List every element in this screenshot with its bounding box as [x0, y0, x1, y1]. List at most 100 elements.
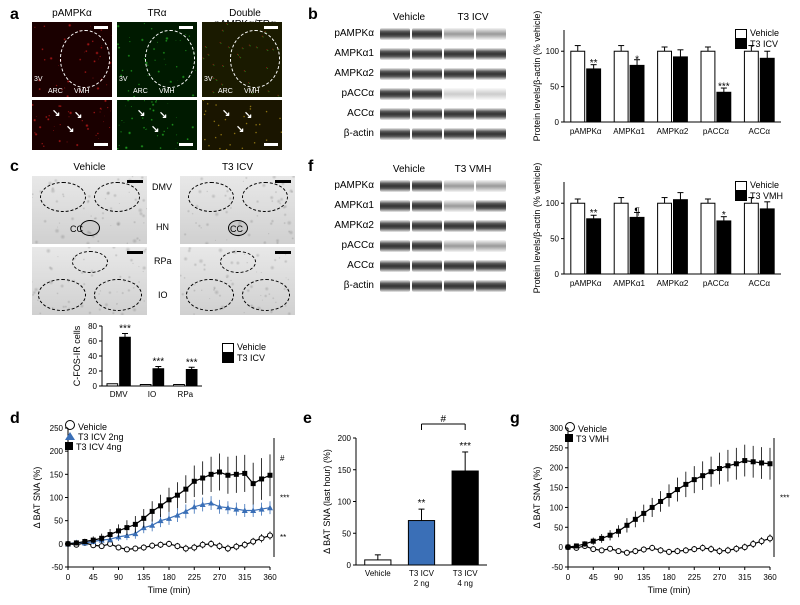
svg-text:AMPKα2: AMPKα2	[657, 127, 689, 136]
svg-text:80: 80	[88, 322, 97, 331]
svg-text:0: 0	[566, 573, 571, 582]
svg-text:0: 0	[559, 543, 564, 552]
bar-chart-E: 050100150200Δ BAT SNA (last hour) (%)Veh…	[320, 420, 495, 595]
blot-band	[380, 280, 410, 292]
legend-C: Vehicle T3 ICV	[222, 342, 266, 363]
svg-text:***: ***	[780, 494, 789, 503]
blot-band	[380, 108, 410, 120]
svg-text:315: 315	[738, 573, 752, 582]
blot-band	[412, 180, 442, 192]
svg-text:180: 180	[162, 573, 176, 582]
svg-text:60: 60	[88, 337, 97, 346]
blot-band	[476, 88, 506, 100]
svg-text:225: 225	[188, 573, 202, 582]
region-outline	[94, 279, 142, 311]
panelF-treatment-2: T3 VMH	[442, 164, 504, 175]
legend-label: Vehicle	[750, 28, 779, 38]
svg-text:**: **	[418, 498, 426, 509]
blot-band	[380, 128, 410, 140]
panel-label-f: f	[308, 158, 313, 176]
marker-square	[65, 442, 73, 450]
blot-band	[380, 240, 410, 252]
blot-band	[380, 68, 410, 80]
svg-text:150: 150	[550, 484, 564, 493]
blot-band	[412, 220, 442, 232]
panelB-treatment-2: T3 ICV	[442, 12, 504, 23]
c-micrograph-4	[180, 247, 295, 315]
svg-text:***: ***	[186, 357, 198, 368]
legend-D: Vehicle T3 ICV 2ng T3 ICV 4ng	[65, 420, 124, 452]
svg-text:pAMPKα: pAMPKα	[570, 279, 602, 288]
panel-label-e: e	[303, 410, 312, 428]
blot-band	[444, 260, 474, 272]
blot-row	[380, 108, 508, 120]
svg-text:C-FOS-IR cells: C-FOS-IR cells	[72, 325, 82, 386]
panel-label-d: d	[10, 410, 20, 428]
label-CC: CC	[230, 224, 243, 234]
label-VMH: VMH	[74, 88, 90, 95]
blot-band	[444, 108, 474, 120]
c-micrograph-1: CC	[32, 176, 147, 244]
scale-bar	[275, 251, 291, 254]
label-CC: CC	[70, 224, 83, 234]
svg-text:45: 45	[589, 573, 598, 582]
blot-band	[380, 88, 410, 100]
micrograph-pAMPKa-zoom: ↘ ↘ ↘	[32, 100, 112, 150]
svg-text:315: 315	[238, 573, 252, 582]
svg-text:100: 100	[550, 503, 564, 512]
micrograph-double: 3V ARC VMH	[202, 22, 282, 97]
svg-text:90: 90	[114, 573, 123, 582]
blot-band	[476, 280, 506, 292]
svg-text:250: 250	[550, 444, 564, 453]
svg-text:2 ng: 2 ng	[414, 579, 430, 588]
svg-text:360: 360	[763, 573, 777, 582]
legend-item: T3 VMH	[565, 434, 609, 444]
scale-bar	[94, 26, 108, 29]
legend-label: Vehicle	[750, 180, 779, 190]
micrograph-TRa-zoom: ↘ ↘ ↘	[117, 100, 197, 150]
legend-label: T3 ICV 2ng	[78, 432, 124, 442]
marker-open-circle	[565, 422, 575, 432]
label-ARC: ARC	[133, 88, 148, 95]
svg-text:***: ***	[459, 441, 471, 452]
scale-bar	[179, 143, 193, 146]
panel-label-g: g	[510, 410, 520, 428]
svg-text:**: **	[280, 533, 286, 542]
arrow-icon: ↘	[137, 108, 145, 119]
label-RPa: RPa	[154, 256, 172, 266]
legend-item: T3 VMH	[735, 191, 783, 202]
legend-label: Vehicle	[78, 422, 107, 432]
svg-text:100: 100	[338, 498, 352, 507]
svg-text:#: #	[441, 414, 447, 425]
blot-band	[444, 280, 474, 292]
svg-text:T3 ICV: T3 ICV	[453, 569, 479, 578]
scale-bar	[264, 143, 278, 146]
legend-item: T3 ICV 4ng	[65, 442, 124, 452]
c-micrograph-2: CC	[180, 176, 295, 244]
label-IO: IO	[158, 290, 168, 300]
blot-band	[476, 48, 506, 60]
blot-band	[476, 68, 506, 80]
micrograph-pAMPKa: 3V ARC VMH	[32, 22, 112, 97]
marker-open-circle	[65, 420, 75, 430]
legend-swatch-vehicle	[222, 343, 234, 353]
micrograph-TRa: 3V ARC VMH	[117, 22, 197, 97]
arrow-icon: ↘	[151, 124, 159, 135]
blot-band	[412, 200, 442, 212]
svg-text:ACCα: ACCα	[749, 127, 771, 136]
legend-label: Vehicle	[237, 342, 266, 352]
svg-text:100: 100	[50, 494, 64, 503]
svg-text:200: 200	[50, 447, 64, 456]
svg-text:50: 50	[550, 235, 559, 244]
blot-row-label: β-actin	[324, 280, 374, 291]
legend-item: T3 ICV	[735, 39, 779, 50]
svg-text:Δ BAT SNA (%): Δ BAT SNA (%)	[32, 467, 42, 529]
region-outline	[145, 30, 195, 88]
legend-label: T3 ICV	[750, 39, 778, 49]
legend-swatch-vehicle	[735, 29, 747, 39]
legend-G: Vehicle T3 VMH	[565, 422, 609, 444]
blot-row	[380, 180, 508, 192]
blot-band	[444, 220, 474, 232]
svg-text:50: 50	[550, 83, 559, 92]
blot-band	[412, 68, 442, 80]
